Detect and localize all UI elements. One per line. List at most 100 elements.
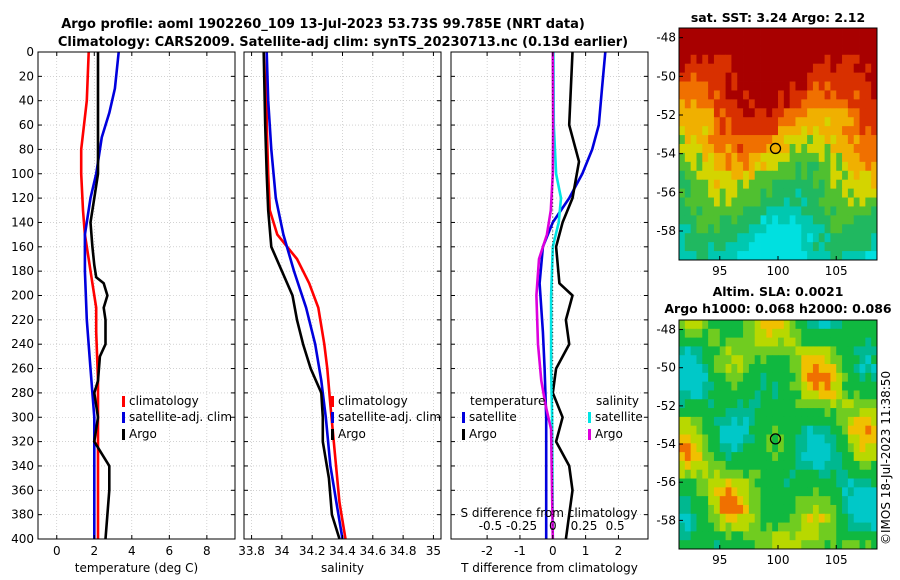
heatmap-cell: [812, 381, 820, 391]
heatmap-cell: [865, 126, 872, 136]
heatmap-cell: [801, 179, 808, 190]
heatmap-cell: [731, 372, 738, 383]
heatmap-cell: [824, 469, 831, 479]
map-x-tick-label: 95: [712, 553, 727, 567]
heatmap-cell: [783, 513, 791, 523]
heatmap-cell: [789, 72, 796, 82]
heatmap-cell: [871, 390, 878, 400]
heatmap-cell: [807, 188, 814, 198]
heatmap-cell: [702, 425, 709, 435]
heatmap-cell: [865, 531, 872, 541]
heatmap-cell: [725, 233, 732, 243]
heatmap-cell: [818, 108, 825, 118]
heatmap-cell: [690, 522, 697, 532]
heatmap-cell: [865, 390, 872, 400]
heatmap-cell: [789, 251, 796, 261]
heatmap-cell: [830, 251, 837, 261]
heatmap-cell: [725, 425, 732, 435]
heatmap-cell: [824, 408, 831, 418]
heatmap-cell: [807, 408, 814, 418]
heatmap-cell: [789, 36, 796, 47]
heatmap-cell: [748, 522, 756, 532]
difference-profile-panel: -2 -1 0 1 2T difference from climatology-0.5…: [450, 51, 649, 575]
heatmap-cell: [842, 434, 849, 444]
heatmap-cell: [812, 45, 820, 56]
heatmap-cell: [824, 251, 831, 261]
heatmap-cell: [778, 81, 785, 91]
heatmap-cell: [824, 381, 831, 391]
heatmap-cell: [783, 355, 791, 365]
heatmap-cell: [824, 372, 831, 383]
heatmap-cell: [824, 126, 831, 136]
heatmap-cell: [772, 355, 779, 365]
heatmap-cell: [865, 416, 872, 427]
heatmap-cell: [859, 434, 866, 444]
y-tick-label: 160: [11, 240, 34, 254]
heatmap-cell: [842, 416, 849, 427]
x-tick-label: 34.2: [299, 544, 326, 558]
heatmap-cell: [801, 81, 808, 91]
heatmap-cell: [679, 135, 686, 145]
heatmap-cell: [865, 443, 872, 453]
heatmap-cell: [818, 372, 825, 383]
heatmap-cell: [871, 531, 878, 541]
heatmap-cell: [830, 496, 837, 506]
heatmap-cell: [836, 126, 843, 136]
heatmap-cell: [708, 399, 715, 409]
heatmap-cell: [696, 28, 703, 38]
heatmap-cell: [737, 381, 744, 391]
heatmap-cell: [748, 399, 756, 409]
heatmap-cell: [719, 337, 726, 347]
heatmap-cell: [795, 152, 802, 163]
heatmap-cell: [853, 224, 860, 234]
heatmap-cell: [684, 522, 692, 532]
heatmap-cell: [719, 81, 726, 91]
heatmap-cell: [731, 504, 738, 515]
heatmap-cell: [684, 197, 692, 207]
heatmap-cell: [731, 346, 738, 356]
heatmap-cell: [865, 28, 872, 38]
map-y-tick-label: -52: [656, 399, 676, 413]
x-tick-label: 34.6: [359, 544, 386, 558]
heatmap-cell: [713, 337, 721, 347]
heatmap-cell: [708, 108, 715, 118]
heatmap-cell: [830, 478, 837, 488]
heatmap-cell: [801, 540, 808, 550]
heatmap-cell: [684, 496, 692, 506]
heatmap-cell: [807, 452, 814, 462]
heatmap-cell: [684, 152, 692, 163]
heatmap-cell: [684, 224, 692, 234]
heatmap-cell: [853, 496, 860, 506]
heatmap-cell: [865, 328, 872, 339]
heatmap-cell: [696, 206, 703, 216]
heatmap-cell: [842, 364, 849, 374]
heatmap-cell: [737, 81, 744, 91]
heatmap-cell: [696, 487, 703, 497]
heatmap-cell: [778, 45, 785, 56]
heatmap-cell: [702, 197, 709, 207]
heatmap-cell: [766, 346, 773, 356]
heatmap-cell: [719, 425, 726, 435]
heatmap-cell: [754, 496, 761, 506]
heatmap-cell: [842, 496, 849, 506]
heatmap-cell: [865, 233, 872, 243]
heatmap-cell: [708, 224, 715, 234]
heatmap-cell: [708, 531, 715, 541]
heatmap-cell: [842, 531, 849, 541]
heatmap-cell: [690, 251, 697, 261]
heatmap-cell: [696, 372, 703, 383]
heatmap-cell: [772, 45, 779, 56]
heatmap-cell: [731, 197, 738, 207]
heatmap-cell: [836, 108, 843, 118]
heatmap-cell: [807, 460, 814, 471]
heatmap-cell: [679, 504, 686, 515]
heatmap-cell: [679, 251, 686, 261]
heatmap-cell: [795, 90, 802, 100]
heatmap-cell: [836, 224, 843, 234]
heatmap-cell: [807, 45, 814, 56]
heatmap-cell: [865, 434, 872, 444]
heatmap-cell: [871, 251, 878, 261]
heatmap-cell: [684, 320, 692, 330]
heatmap-cell: [754, 399, 761, 409]
heatmap-cell: [684, 72, 692, 82]
